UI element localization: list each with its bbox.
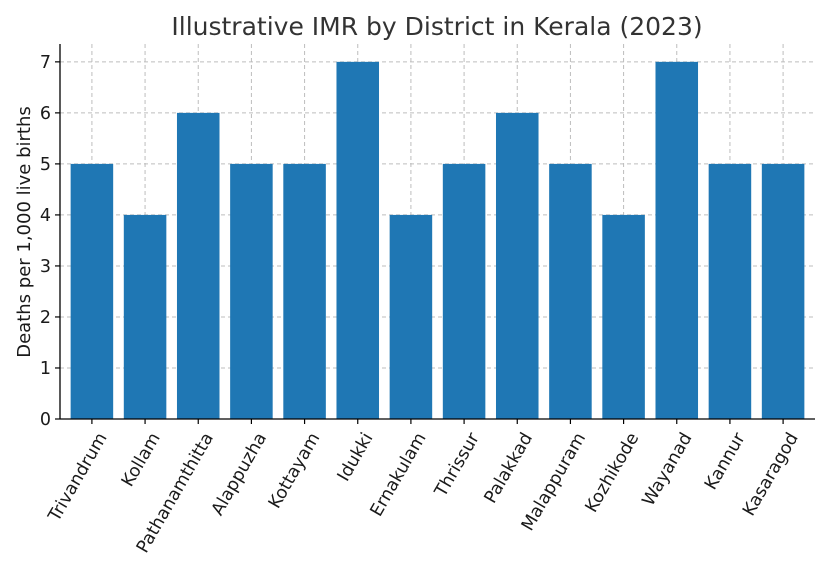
bar-kozhikode (602, 214, 645, 419)
bar-alappuzha (230, 163, 273, 419)
x-tick-label-trivandrum: Trivandrum (44, 430, 111, 526)
x-tick-labels: Trivandrum KollamPathanamthittaAlappuzhaK… (44, 429, 802, 557)
y-tick-label: 5 (40, 155, 51, 175)
x-tick-label-kozhikode: Kozhikode (582, 430, 644, 517)
x-tick-label-wayanad: Wayanad (639, 430, 697, 510)
x-tick-label-idukki: Idukki (334, 430, 378, 485)
y-axis-label: Deaths per 1,000 live births (14, 106, 35, 358)
bar-kottayam (283, 163, 326, 419)
y-tick-label: 7 (40, 53, 51, 73)
bar-wayanad (655, 61, 699, 419)
bar-ernakulam (389, 214, 433, 419)
y-tick-label: 3 (40, 257, 51, 277)
bar-kollam (123, 214, 167, 419)
x-tick-label-kannur: Kannur (701, 429, 750, 494)
chart-title: Illustrative IMR by District in Kerala (… (171, 12, 702, 41)
x-tick-label-kollam: Kollam (118, 430, 165, 491)
bar-kannur (708, 163, 752, 419)
axes (55, 44, 815, 424)
y-tick-label: 2 (40, 308, 51, 328)
y-tick-label: 4 (40, 206, 51, 226)
bar-malappuram (549, 163, 592, 419)
bar-kasaragod (761, 163, 805, 419)
bar-palakkad (495, 112, 539, 419)
bar-thrissur (442, 163, 486, 419)
x-tick-label-alappuzha: Alappuzha (208, 430, 271, 520)
x-tick-label-thrissur: Thrissur (431, 429, 484, 501)
x-tick-label-palakkad: Palakkad (481, 430, 537, 507)
gridlines (60, 44, 815, 420)
x-tick-label-kasaragod: Kasaragod (739, 430, 803, 520)
y-tick-labels: 0 1 2 3 4 5 6 7 (40, 53, 51, 430)
y-tick-label: 1 (40, 359, 51, 379)
bar-idukki (336, 61, 380, 419)
bar-pathanamthitta (176, 112, 220, 419)
x-tick-label-kottayam: Kottayam (265, 430, 324, 513)
y-tick-label: 6 (40, 104, 51, 124)
x-tick-label-ernakulam: Ernakulam (367, 430, 431, 521)
bar-trivandrum (70, 163, 114, 419)
bars (70, 61, 805, 419)
y-tick-label: 0 (40, 410, 51, 430)
